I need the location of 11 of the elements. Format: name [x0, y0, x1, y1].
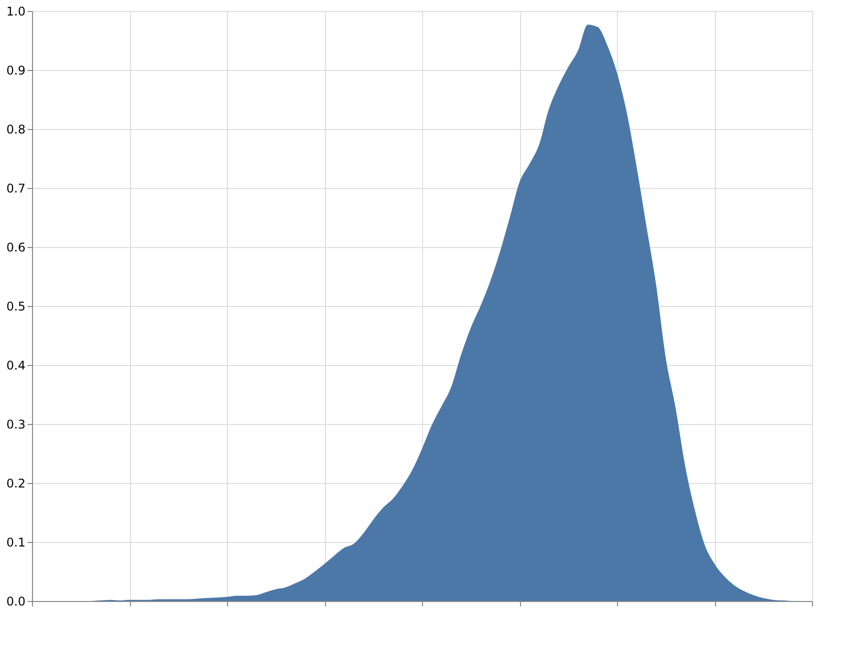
y-tick-label: 0.4 [6, 358, 26, 372]
y-tick-label: 0.3 [6, 418, 26, 432]
y-tick-label: 0.8 [6, 122, 26, 136]
y-tick-label: 1.0 [6, 4, 26, 18]
y-tick-label: 0.9 [6, 64, 26, 78]
y-tick-label: 0.7 [6, 182, 26, 196]
y-tick-label: 0.2 [6, 476, 26, 490]
y-tick-label: 0.1 [6, 536, 26, 550]
y-tick-label: 0.6 [6, 240, 26, 254]
y-tick-label: 0.0 [6, 594, 26, 608]
y-tick-label: 0.5 [6, 300, 26, 314]
